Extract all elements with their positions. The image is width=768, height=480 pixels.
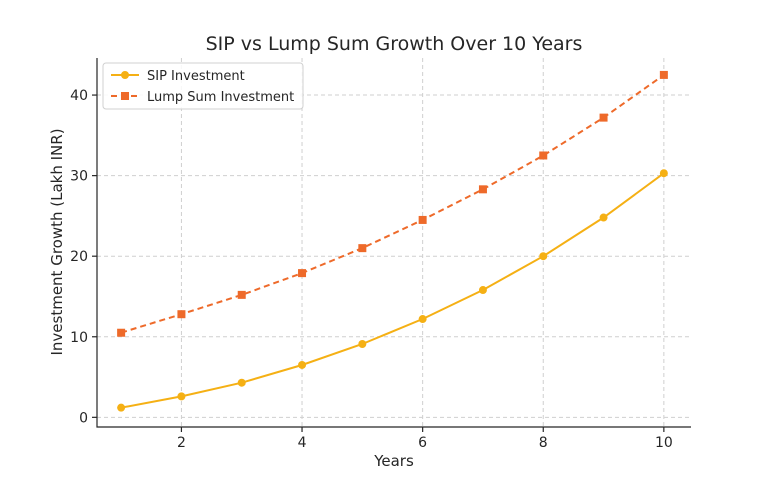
series-1-point: [298, 269, 307, 278]
series-0-point: [237, 378, 246, 387]
y-tick-label: 40: [70, 88, 88, 104]
legend-label-0: SIP Investment: [147, 69, 245, 84]
series-0-point: [659, 169, 668, 178]
series-0-point: [418, 315, 427, 324]
x-tick-label: 6: [418, 435, 427, 451]
series-1-point: [599, 113, 608, 122]
series-1-point: [358, 244, 367, 253]
legend-box: [102, 62, 304, 110]
series-0-point: [599, 213, 608, 222]
y-axis-label: Investment Growth (Lakh INR): [48, 128, 66, 355]
series-0-point: [298, 360, 307, 369]
grid: [97, 58, 691, 427]
series-layer: [117, 70, 668, 412]
y-tick-label: 30: [70, 169, 88, 185]
series-1-point: [418, 215, 427, 224]
series-0-point: [177, 392, 186, 401]
series-1-point: [478, 185, 487, 194]
series-1-point: [117, 328, 126, 337]
y-tick-label: 20: [70, 249, 88, 265]
axis-spines: [96, 58, 691, 428]
x-tick-label: 8: [539, 435, 548, 451]
axes: 2 4 6 8 10 0 10 20 30 40: [70, 58, 691, 451]
series-0-point: [478, 286, 487, 295]
series-1-point: [659, 70, 668, 79]
chart-title: SIP vs Lump Sum Growth Over 10 Years: [206, 33, 583, 55]
x-tick-label: 4: [298, 435, 307, 451]
legend: SIP Investment Lump Sum Investment: [102, 62, 304, 110]
series-1-point: [539, 151, 548, 160]
x-tick-label: 2: [177, 435, 186, 451]
series-1-point: [237, 290, 246, 299]
legend-marker-0: [121, 71, 129, 79]
series-0-point: [358, 340, 367, 349]
series-1-point: [177, 310, 186, 319]
x-tick-label: 10: [655, 435, 673, 451]
series-0-point: [117, 403, 126, 412]
y-tick-label: 0: [79, 410, 88, 426]
series-0-point: [539, 252, 548, 261]
y-tick-label: 10: [70, 330, 88, 346]
series-line-0: [120, 172, 665, 409]
x-axis-label: Years: [373, 452, 414, 470]
legend-label-1: Lump Sum Investment: [147, 90, 294, 105]
legend-marker-1: [121, 92, 129, 100]
series-line-1: [120, 74, 665, 334]
